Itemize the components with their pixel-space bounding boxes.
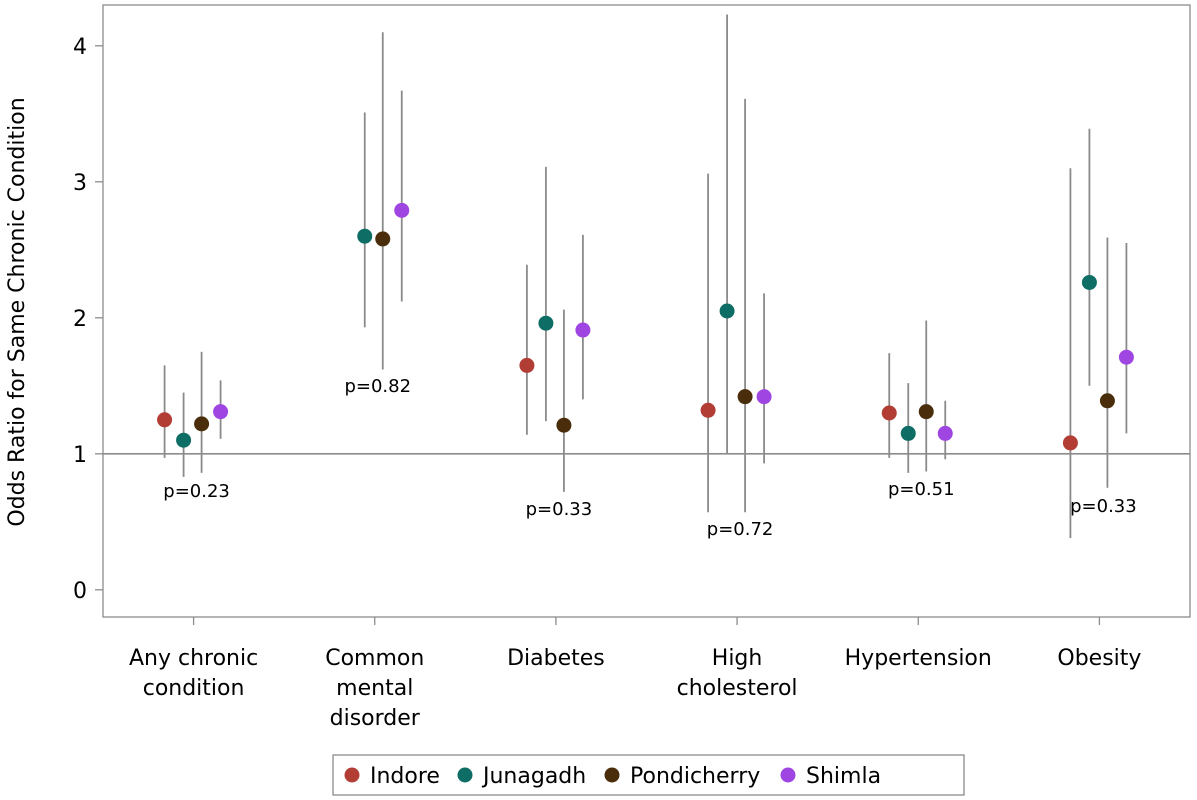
data-point (700, 402, 716, 418)
data-point (1099, 393, 1115, 409)
y-axis-label: Odds Ratio for Same Chronic Condition (5, 97, 30, 526)
legend-marker (604, 767, 620, 783)
data-point (1081, 274, 1097, 290)
legend-label: Pondicherry (630, 764, 760, 789)
x-category-label: mental (336, 676, 413, 701)
data-point (756, 389, 772, 405)
data-point (719, 303, 735, 319)
y-axis: 0 1 2 3 4 (73, 35, 103, 604)
p-value-label: p=0.51 (888, 479, 955, 500)
legend-label: Junagadh (481, 764, 586, 789)
p-value-label: p=0.82 (344, 376, 411, 397)
data-point (394, 202, 410, 218)
y-tick-label: 0 (73, 579, 87, 604)
data-point (737, 389, 753, 405)
legend-frame (332, 754, 965, 796)
data-point (157, 412, 173, 428)
p-value-label: p=0.23 (163, 481, 230, 502)
y-tick-label: 3 (73, 171, 87, 196)
legend: Indore Junagadh Pondicherry Shimla (332, 754, 965, 796)
x-category-label: condition (143, 676, 245, 701)
p-value-label: p=0.33 (1070, 496, 1137, 517)
legend-marker (780, 767, 796, 783)
data-point (519, 357, 535, 373)
p-value-label: p=0.33 (526, 499, 593, 520)
p-value-label: p=0.72 (707, 519, 774, 540)
data-point (937, 425, 953, 441)
x-category-label: Hypertension (845, 646, 992, 671)
data-point (194, 416, 210, 432)
data-point (357, 228, 373, 244)
legend-marker (344, 767, 360, 783)
p-value-labels: p=0.23 p=0.82 p=0.33 p=0.72 p=0.51 p=0.33 (163, 376, 1136, 540)
data-points (157, 202, 1134, 451)
y-tick-label: 2 (73, 307, 87, 332)
data-point (375, 231, 391, 247)
x-category-label: Diabetes (507, 646, 605, 671)
data-point (538, 315, 554, 331)
x-category-label: Obesity (1057, 646, 1141, 671)
data-point (1062, 435, 1078, 451)
data-point (556, 417, 572, 433)
data-point (176, 432, 192, 448)
y-tick-label: 1 (73, 443, 87, 468)
x-category-label: cholesterol (677, 676, 798, 701)
x-category-label: Common (325, 646, 424, 671)
x-axis: Any chronic condition Common mental disorder… (129, 617, 1141, 731)
x-category-label: Any chronic (129, 646, 258, 671)
data-point (1118, 349, 1134, 365)
y-tick-label: 4 (73, 35, 87, 60)
x-category-label: High (712, 646, 763, 671)
legend-marker (457, 767, 473, 783)
legend-label: Indore (370, 764, 440, 789)
data-point (918, 404, 934, 420)
x-category-label: disorder (330, 706, 421, 731)
data-point (213, 404, 229, 420)
confidence-intervals (163, 14, 1128, 539)
data-point (900, 425, 916, 441)
data-point (881, 405, 897, 421)
data-point (575, 322, 591, 338)
legend-label: Shimla (806, 764, 881, 789)
plot-frame (102, 4, 1191, 618)
